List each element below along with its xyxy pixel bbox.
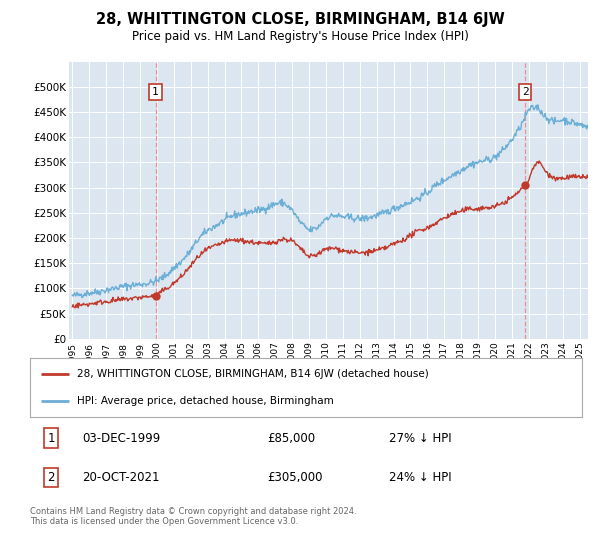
Text: 27% ↓ HPI: 27% ↓ HPI [389,432,451,445]
Text: 28, WHITTINGTON CLOSE, BIRMINGHAM, B14 6JW (detached house): 28, WHITTINGTON CLOSE, BIRMINGHAM, B14 6… [77,369,428,379]
Text: £305,000: £305,000 [268,471,323,484]
Text: 28, WHITTINGTON CLOSE, BIRMINGHAM, B14 6JW: 28, WHITTINGTON CLOSE, BIRMINGHAM, B14 6… [95,12,505,27]
Text: 1: 1 [47,432,55,445]
Text: 24% ↓ HPI: 24% ↓ HPI [389,471,451,484]
Text: 20-OCT-2021: 20-OCT-2021 [82,471,160,484]
Text: £85,000: £85,000 [268,432,316,445]
Text: HPI: Average price, detached house, Birmingham: HPI: Average price, detached house, Birm… [77,396,334,407]
Text: 03-DEC-1999: 03-DEC-1999 [82,432,161,445]
Text: 2: 2 [522,87,529,97]
Text: 1: 1 [152,87,159,97]
Text: Price paid vs. HM Land Registry's House Price Index (HPI): Price paid vs. HM Land Registry's House … [131,30,469,43]
Text: 2: 2 [47,471,55,484]
Text: Contains HM Land Registry data © Crown copyright and database right 2024.
This d: Contains HM Land Registry data © Crown c… [30,507,356,526]
